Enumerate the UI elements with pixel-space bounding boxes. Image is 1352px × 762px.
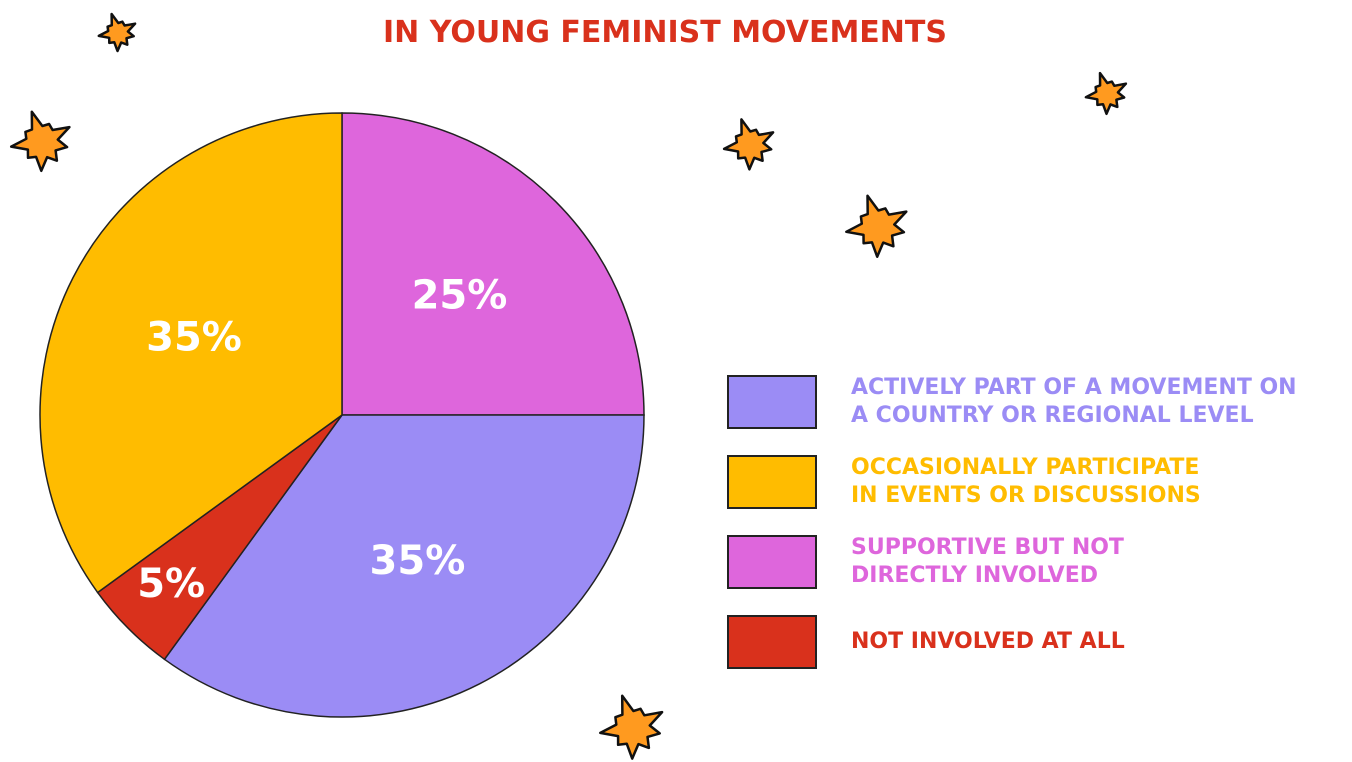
legend-label: SUPPORTIVE BUT NOT DIRECTLY INVOLVED bbox=[851, 535, 1124, 588]
legend-item: ACTIVELY PART OF A MOVEMENT ON A COUNTRY… bbox=[727, 362, 1347, 442]
slice-label: 5% bbox=[137, 561, 205, 607]
legend-swatch bbox=[727, 375, 817, 429]
chart-title: IN YOUNG FEMINIST MOVEMENTS bbox=[383, 15, 947, 50]
legend-label: OCCASIONALLY PARTICIPATE IN EVENTS OR DI… bbox=[851, 455, 1201, 508]
pie-slice bbox=[39, 112, 343, 594]
pie-slice bbox=[163, 414, 645, 718]
slice-label: 25% bbox=[412, 273, 508, 319]
legend-item: NOT INVOLVED AT ALL bbox=[727, 602, 1347, 682]
legend: ACTIVELY PART OF A MOVEMENT ON A COUNTRY… bbox=[727, 362, 1347, 682]
pie: 25% 35% 5% 35% bbox=[39, 112, 645, 718]
legend-swatch bbox=[727, 455, 817, 509]
legend-item: SUPPORTIVE BUT NOT DIRECTLY INVOLVED bbox=[727, 522, 1347, 602]
legend-swatch bbox=[727, 535, 817, 589]
star bbox=[599, 694, 664, 760]
slice-label: 35% bbox=[146, 315, 242, 361]
legend-label: ACTIVELY PART OF A MOVEMENT ON A COUNTRY… bbox=[851, 375, 1297, 428]
star bbox=[845, 194, 908, 258]
legend-swatch bbox=[727, 615, 817, 669]
star bbox=[722, 118, 775, 171]
star bbox=[9, 110, 71, 173]
pie-slice bbox=[341, 112, 645, 416]
slice-label: 35% bbox=[370, 538, 466, 584]
legend-item: OCCASIONALLY PARTICIPATE IN EVENTS OR DI… bbox=[727, 442, 1347, 522]
decorations bbox=[9, 12, 1128, 760]
star bbox=[1084, 71, 1128, 116]
legend-label: NOT INVOLVED AT ALL bbox=[851, 629, 1125, 654]
star bbox=[97, 12, 137, 53]
